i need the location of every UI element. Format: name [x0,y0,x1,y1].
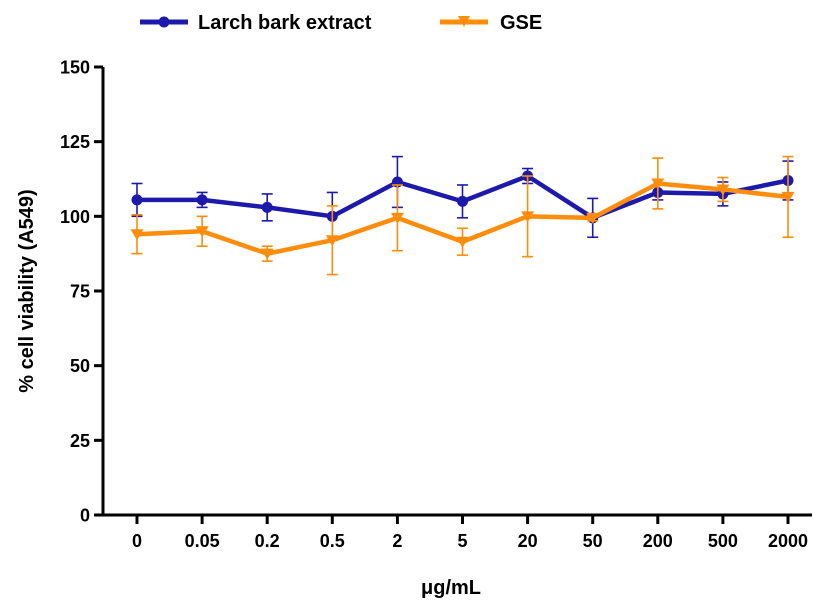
x-tick-label: 20 [518,531,538,551]
legend-item-gse[interactable]: GSE [440,12,542,34]
y-tick-label: 50 [70,356,90,376]
series-gse [130,155,795,276]
x-axis-title: μg/mL [421,577,481,599]
data-point [195,226,209,238]
y-tick-label: 150 [60,58,90,78]
y-tick-label: 0 [80,506,90,526]
data-point [586,212,600,224]
legend-marker-circle-icon [158,16,170,28]
x-tick-label: 50 [583,531,603,551]
data-point [651,178,665,190]
data-point [260,248,274,260]
legend: Larch bark extract GSE [140,12,542,34]
x-tick-label: 2000 [768,531,808,551]
x-tick-label: 2 [392,531,402,551]
x-tick-label: 200 [643,531,673,551]
x-tick-label: 0.5 [320,531,345,551]
legend-label-gse: GSE [500,12,542,34]
x-tick-label: 5 [457,531,467,551]
y-axis-ticks: 0 25 50 75 100 125 150 [60,58,103,526]
data-point [325,235,339,247]
legend-marker-triangle-icon [458,16,470,27]
x-tick-label: 0 [132,531,142,551]
y-tick-label: 100 [60,207,90,227]
data-point [781,191,795,203]
y-tick-label: 25 [70,431,90,451]
axes [101,67,812,517]
x-axis-ticks: 0 0.05 0.2 0.5 2 5 20 50 200 500 2000 [132,515,808,551]
data-point [390,212,404,224]
data-point [457,195,468,207]
legend-item-larch[interactable]: Larch bark extract [140,12,372,34]
data-point [196,194,208,206]
y-axis-title: % cell viability (A549) [16,189,38,392]
y-tick-label: 125 [60,132,90,152]
data-point [261,201,273,213]
data-point [521,211,535,223]
data-point [130,229,144,241]
x-tick-label: 0.05 [185,531,220,551]
series-layer [130,155,795,276]
y-tick-label: 75 [70,282,90,302]
data-point [131,194,143,206]
data-point [456,236,469,248]
x-tick-label: 0.2 [255,531,280,551]
data-point [716,184,730,196]
x-tick-label: 500 [708,531,738,551]
legend-label-larch: Larch bark extract [198,12,372,34]
